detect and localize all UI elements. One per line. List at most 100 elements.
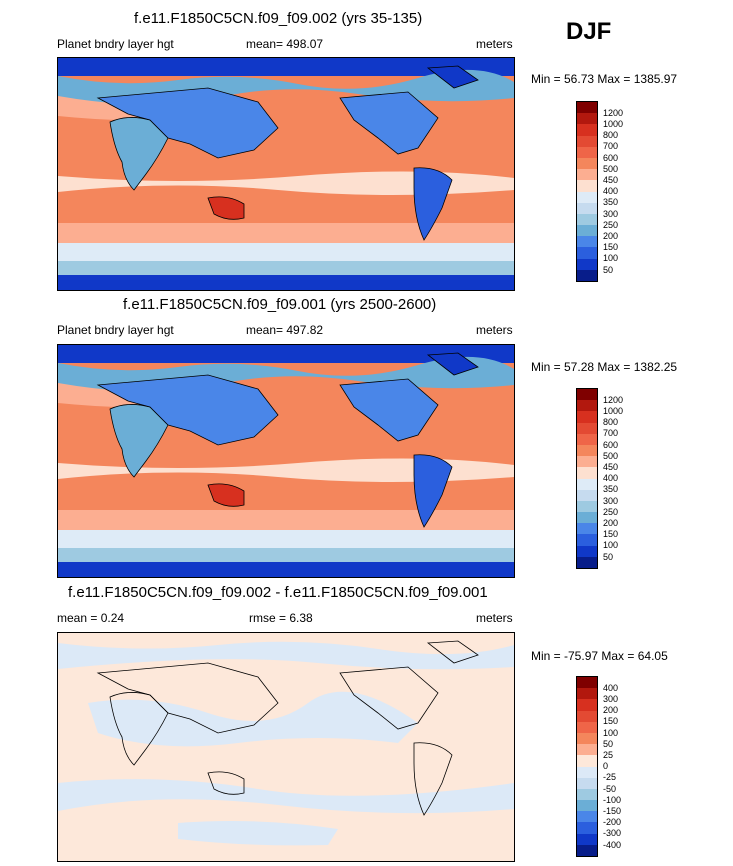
panel1-colorbar-tick-label: 200 xyxy=(603,230,619,241)
panel2-colorbar-tick-label: 800 xyxy=(603,417,619,428)
panel2-colorbar-segment xyxy=(577,556,597,568)
panel3-colorbar-segment xyxy=(577,766,597,778)
panel1-colorbar xyxy=(576,101,598,282)
panel1-colorbar-segment xyxy=(577,157,597,170)
panel1-colorbar-tick-label: 50 xyxy=(603,264,614,275)
panel1-colorbar-segment xyxy=(577,202,597,214)
panel2-colorbar xyxy=(576,388,598,569)
panel3-colorbar-tick-label: 25 xyxy=(603,749,614,760)
panel3-colorbar-segment xyxy=(577,677,597,689)
panel3-mean-label: mean = 0.24 xyxy=(57,611,125,625)
panel1-minmax: Min = 56.73 Max = 1385.97 xyxy=(531,72,678,86)
panel2-colorbar-tick-label: 450 xyxy=(603,461,619,472)
panel2-colorbar-tick-label: 1200 xyxy=(603,394,624,405)
panel2-colorbar-segment xyxy=(577,489,597,501)
panel1-colorbar-tick-label: 700 xyxy=(603,141,619,152)
panel1-colorbar-tick-label: 150 xyxy=(603,242,619,253)
panel3-colorbar-segment xyxy=(577,755,597,767)
panel1-colorbar-segment xyxy=(577,135,597,147)
panel1-colorbar-segment xyxy=(577,236,597,248)
panel2-title: f.e11.F1850C5CN.f09_f09.001 (yrs 2500-26… xyxy=(123,296,437,313)
panel3-title: f.e11.F1850C5CN.f09_f09.002 - f.e11.F185… xyxy=(68,584,488,601)
panel2-colorbar-tick-label: 100 xyxy=(603,540,619,551)
panel1-units-label: meters xyxy=(476,37,513,51)
panel1-colorbar-tick-label: 1200 xyxy=(603,107,624,118)
panel2-colorbar-segment xyxy=(577,433,597,445)
panel1-colorbar-tick-label: 600 xyxy=(603,152,619,163)
panel3-rmse-label: rmse = 6.38 xyxy=(249,611,313,625)
panel2-map xyxy=(57,344,515,578)
panel3-colorbar-tick-label: -25 xyxy=(603,772,617,783)
panel3-colorbar-segment xyxy=(577,699,597,711)
panel2-colorbar-segment xyxy=(577,444,597,457)
panel2-mean-label: mean= 497.82 xyxy=(246,323,324,337)
panel1-colorbar-tick-label: 300 xyxy=(603,208,619,219)
panel1-colorbar-segment xyxy=(577,258,597,270)
panel3-colorbar-segment xyxy=(577,833,597,845)
panel1-colorbar-segment xyxy=(577,269,597,281)
panel3-colorbar-tick-label: -100 xyxy=(603,794,622,805)
panel1-colorbar-tick-label: 800 xyxy=(603,130,619,141)
panel1-colorbar-tick-label: 400 xyxy=(603,186,619,197)
panel3-colorbar-tick-label: 50 xyxy=(603,738,614,749)
panel1-colorbar-segment xyxy=(577,146,597,158)
panel3-colorbar-tick-label: 150 xyxy=(603,716,619,727)
panel2-colorbar-segment xyxy=(577,512,597,524)
panel1-colorbar-tick-label: 450 xyxy=(603,174,619,185)
panel2-colorbar-segment xyxy=(577,456,597,468)
panel1-colorbar-segment xyxy=(577,113,597,125)
panel2-colorbar-tick-label: 50 xyxy=(603,551,614,562)
panel2-colorbar-segment xyxy=(577,500,597,513)
panel3-colorbar xyxy=(576,676,598,857)
panel1-variable-label: Planet bndry layer hgt xyxy=(57,37,174,51)
panel1-colorbar-segment xyxy=(577,102,597,114)
panel1-colorbar-segment xyxy=(577,213,597,226)
panel3-colorbar-segment xyxy=(577,844,597,856)
panel3-colorbar-tick-label: 100 xyxy=(603,727,619,738)
panel3-colorbar-segment xyxy=(577,721,597,733)
panel3-colorbar-segment xyxy=(577,777,597,789)
panel2-variable-label: Planet bndry layer hgt xyxy=(57,323,174,337)
panel2-colorbar-tick-label: 150 xyxy=(603,529,619,540)
season-label: DJF xyxy=(566,18,612,45)
panel2-minmax: Min = 57.28 Max = 1382.25 xyxy=(531,360,678,374)
panel2-colorbar-segment xyxy=(577,411,597,423)
panel3-colorbar-tick-label: -50 xyxy=(603,783,617,794)
panel1-map xyxy=(57,57,515,291)
panel2-colorbar-segment xyxy=(577,400,597,412)
panel2-colorbar-segment xyxy=(577,534,597,546)
panel2-colorbar-segment xyxy=(577,422,597,434)
panel1-colorbar-tick-label: 500 xyxy=(603,163,619,174)
panel3-minmax: Min = -75.97 Max = 64.05 xyxy=(531,649,668,663)
panel3-map xyxy=(57,632,515,862)
panel1-colorbar-segment xyxy=(577,169,597,181)
panel3-colorbar-tick-label: 0 xyxy=(603,761,609,772)
panel2-colorbar-tick-label: 250 xyxy=(603,506,619,517)
panel1-title: f.e11.F1850C5CN.f09_f09.002 (yrs 35-135) xyxy=(134,10,423,27)
panel2-colorbar-segment xyxy=(577,523,597,535)
panel3-colorbar-segment xyxy=(577,688,597,700)
panel2-colorbar-segment xyxy=(577,467,597,479)
panel2-colorbar-tick-label: 1000 xyxy=(603,405,624,416)
panel1-colorbar-segment xyxy=(577,191,597,203)
panel2-colorbar-tick-label: 700 xyxy=(603,428,619,439)
panel3-colorbar-tick-label: 400 xyxy=(603,682,619,693)
panel3-colorbar-segment xyxy=(577,732,597,745)
panel2-colorbar-segment xyxy=(577,478,597,490)
panel3-units-label: meters xyxy=(476,611,513,625)
panel3-colorbar-tick-label: -300 xyxy=(603,828,622,839)
panel2-colorbar-tick-label: 400 xyxy=(603,473,619,484)
panel1-colorbar-segment xyxy=(577,180,597,192)
panel2-colorbar-tick-label: 600 xyxy=(603,439,619,450)
panel3-colorbar-tick-label: 300 xyxy=(603,693,619,704)
panel2-colorbar-segment xyxy=(577,545,597,557)
panel2-units-label: meters xyxy=(476,323,513,337)
panel1-colorbar-tick-label: 350 xyxy=(603,197,619,208)
panel2-colorbar-tick-label: 350 xyxy=(603,484,619,495)
panel2-colorbar-tick-label: 200 xyxy=(603,517,619,528)
panel1-colorbar-segment xyxy=(577,124,597,136)
panel3-colorbar-tick-label: -200 xyxy=(603,817,622,828)
panel1-colorbar-segment xyxy=(577,247,597,259)
panel1-colorbar-tick-label: 1000 xyxy=(603,118,624,129)
panel3-colorbar-tick-label: 200 xyxy=(603,705,619,716)
